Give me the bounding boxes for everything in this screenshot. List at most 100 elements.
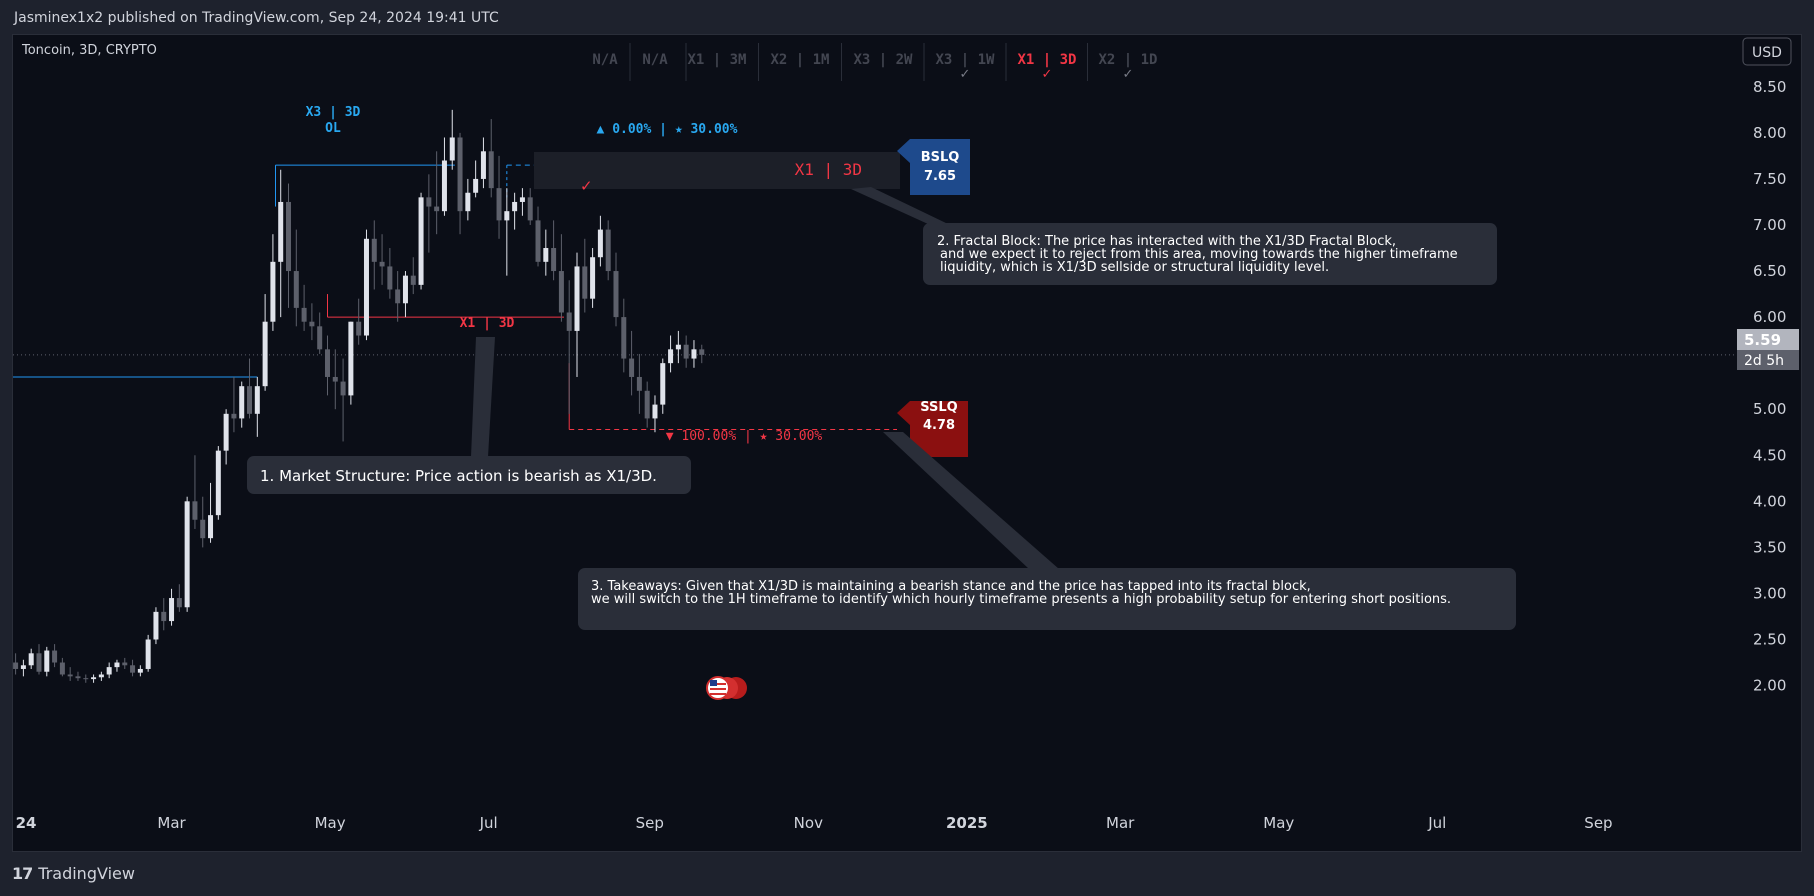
candle-body <box>535 220 541 262</box>
candle-body <box>20 665 26 669</box>
currency-button[interactable]: USD <box>1742 37 1792 66</box>
candle <box>114 659 120 672</box>
candle <box>28 648 34 669</box>
note3-line1: 3. Takeaways: Given that X1/3D is mainta… <box>591 579 1311 594</box>
candle <box>426 174 432 253</box>
chart-area[interactable]: Toncoin, 3D, CRYPTO N/A N/A X1 | 3M X2 | 1M… <box>12 34 1802 852</box>
candle <box>379 234 385 285</box>
timeframe-label: X3 | 1W <box>935 52 995 68</box>
candle <box>543 229 549 276</box>
note-takeaways[interactable]: 3. Takeaways: Given that X1/3D is mainta… <box>578 432 1516 630</box>
timeframe-box: N/A <box>592 43 631 81</box>
publish-line: Jasminex1x2 published on TradingView.com… <box>14 10 499 26</box>
candle <box>332 349 338 410</box>
candle-body <box>660 363 666 405</box>
timeframe-label: X3 | 2W <box>853 52 913 68</box>
candle-body <box>504 211 510 221</box>
price-axis[interactable]: 2.002.503.003.504.004.505.005.506.006.50… <box>1753 78 1786 695</box>
price-tick-label: 6.50 <box>1753 262 1786 280</box>
candle <box>59 657 65 677</box>
fractal-block-zone[interactable] <box>534 152 900 189</box>
time-axis[interactable]: 24 Mar May Jul Sep Nov 2025 Mar May Jul Sep <box>16 814 1613 832</box>
candle <box>449 109 455 170</box>
timeframe-box: X1 | 3D✓ <box>1017 43 1088 82</box>
countdown: 2d 5h <box>1744 353 1784 369</box>
candle-body <box>215 450 221 516</box>
price-tick-label: 3.00 <box>1753 584 1786 602</box>
timeframe-check-icon: ✓ <box>1042 67 1053 82</box>
candle <box>176 584 182 612</box>
economic-events-icon[interactable] <box>706 676 747 700</box>
candle <box>122 657 128 669</box>
candle-body <box>262 321 268 387</box>
price-tick-label: 5.00 <box>1753 400 1786 418</box>
candle <box>169 588 175 626</box>
candle <box>278 169 284 318</box>
candle <box>239 381 245 428</box>
candle-body <box>613 271 619 318</box>
candle-body <box>371 238 377 262</box>
chart-svg[interactable]: Toncoin, 3D, CRYPTO N/A N/A X1 | 3M X2 | 1M… <box>13 35 1801 851</box>
candle <box>457 132 463 235</box>
candle-body <box>161 611 167 622</box>
publish-header: Jasminex1x2 published on TradingView.com… <box>0 0 1814 34</box>
timeframe-label: X2 | 1M <box>770 52 829 68</box>
candle-body <box>36 653 42 672</box>
candle <box>605 220 611 281</box>
note-market-structure[interactable]: 1. Market Structure: Price action is bea… <box>247 337 691 494</box>
candle <box>286 183 292 308</box>
candle-body <box>340 381 346 396</box>
time-tick-label: 24 <box>16 814 37 832</box>
price-tick-label: 7.00 <box>1753 216 1786 234</box>
candle <box>465 178 471 221</box>
timeframe-check-icon: ✓ <box>960 67 971 82</box>
candle <box>363 229 369 341</box>
candle <box>130 659 136 677</box>
candle-body <box>449 137 455 161</box>
current-price: 5.59 <box>1744 331 1781 349</box>
fractal-check-icon: ✓ <box>580 177 593 195</box>
tradingview-logo[interactable]: 17 TradingView <box>12 864 135 883</box>
candle-body <box>387 266 393 290</box>
currency-label[interactable]: USD <box>1752 45 1782 61</box>
candle <box>98 671 104 681</box>
bslq-marker[interactable]: BSLQ 7.65 <box>897 139 970 195</box>
tradingview-logo-icon: 17 <box>12 864 33 883</box>
timeframe-box: X3 | 1W✓ <box>935 43 1007 82</box>
candle-body <box>59 662 65 675</box>
candle <box>36 644 42 675</box>
candle <box>660 358 666 414</box>
candle <box>402 271 408 318</box>
candle <box>512 192 518 230</box>
note3-line2: we will switch to the 1H timeframe to id… <box>591 592 1451 607</box>
candle <box>675 330 681 364</box>
candle-body <box>551 248 557 272</box>
candle-body <box>28 653 34 666</box>
candle <box>699 344 705 364</box>
candle-body <box>512 201 518 212</box>
candle-body <box>122 662 128 666</box>
candle-body <box>208 515 214 539</box>
candle <box>184 496 190 612</box>
time-tick-label: May <box>315 814 346 832</box>
candle <box>496 155 502 239</box>
candle <box>223 409 229 465</box>
candle <box>668 335 674 373</box>
timeframe-box: N/A <box>642 43 687 81</box>
candle <box>558 234 564 322</box>
price-tick-label: 2.00 <box>1753 677 1786 695</box>
candle-body <box>597 229 603 258</box>
timeframe-label: N/A <box>642 52 668 68</box>
price-tick-label: 6.00 <box>1753 308 1786 326</box>
candle <box>208 482 214 543</box>
candle <box>356 298 362 345</box>
footer: 17 TradingView <box>0 860 1814 896</box>
candle <box>582 238 588 313</box>
candle <box>348 321 354 405</box>
candle-body <box>301 307 307 322</box>
bslq-name: BSLQ <box>921 150 960 165</box>
note-fractal-block[interactable]: 2. Fractal Block: The price has interact… <box>851 187 1497 285</box>
candle-body <box>254 386 260 414</box>
ol-label-line1: X3 | 3D <box>306 105 361 120</box>
candle-body <box>130 665 136 673</box>
